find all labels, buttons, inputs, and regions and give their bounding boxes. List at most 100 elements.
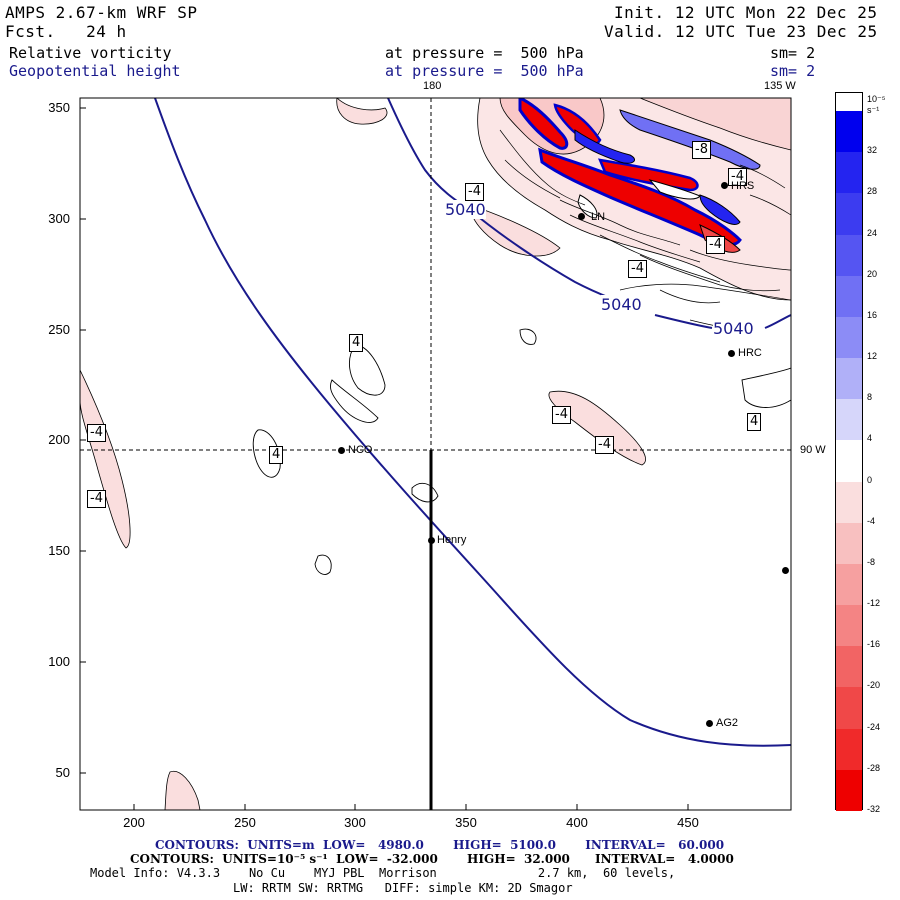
contours-vorticity-info: CONTOURS: UNITS=10⁻⁵ s⁻¹ LOW= -32.000 HI… xyxy=(130,852,734,866)
colorbar-cell xyxy=(836,522,862,564)
colorbar-cell xyxy=(836,440,862,482)
height-label: 5040 xyxy=(445,200,486,219)
colorbar-cell xyxy=(836,481,862,523)
station-marker-nco xyxy=(338,447,345,454)
colorbar-cell xyxy=(836,193,862,235)
vort-pos-loop-1 xyxy=(348,344,386,396)
meridian-label-90w: 90 W xyxy=(800,444,826,456)
x-tick-label: 400 xyxy=(566,815,588,830)
colorbar-label: -24 xyxy=(867,721,881,732)
model-info: Model Info: V4.3.3 No Cu MYJ PBL Morriso… xyxy=(90,866,676,880)
vort-pos-loop-4 xyxy=(314,554,332,575)
x-tick-label: 250 xyxy=(234,815,256,830)
colorbar-label: 20 xyxy=(867,268,878,279)
vort-pos-loop-3 xyxy=(252,429,281,478)
station-marker-hrs xyxy=(721,182,728,189)
colorbar-label: 28 xyxy=(867,186,878,197)
init-time: Init. 12 UTC Mon 22 Dec 25 xyxy=(614,3,878,22)
colorbar-label: -32 xyxy=(867,804,881,814)
y-tick-label: 150 xyxy=(48,543,70,558)
y-tick-label: 100 xyxy=(48,654,70,669)
colorbar-label: -12 xyxy=(867,598,881,609)
colorbar-label: -16 xyxy=(867,639,881,650)
colorbar-cell xyxy=(836,399,862,441)
vort-label: -4 xyxy=(595,436,614,454)
vort-label: 4 xyxy=(349,334,364,352)
colorbar-label: 8 xyxy=(867,392,873,403)
vort-label: -4 xyxy=(87,424,106,442)
vort-pos-loop-5 xyxy=(411,482,439,503)
station-label-nco: NCO xyxy=(348,444,373,456)
station-label-hrs: HRS xyxy=(731,180,755,192)
plot-frame xyxy=(79,97,792,811)
field1-name: Relative vorticity xyxy=(9,44,172,62)
height-contour-upper-a xyxy=(387,98,471,211)
colorbar-label: 12 xyxy=(867,351,878,362)
contours-height-info: CONTOURS: UNITS=m LOW= 4980.0 HIGH= 5100… xyxy=(155,838,725,852)
model-title: AMPS 2.67-km WRF SP xyxy=(5,3,198,22)
field1-smoothing: sm= 2 xyxy=(770,44,816,62)
forecast-hour: Fcst. 24 h xyxy=(5,22,127,41)
colorbar-label: 0 xyxy=(867,474,873,485)
colorbar-label: 32 xyxy=(867,145,878,156)
station-marker-edge xyxy=(782,567,789,574)
meridian-label-180: 180 xyxy=(423,80,442,92)
vort-label: -4 xyxy=(628,260,647,278)
vort-label: -4 xyxy=(87,490,106,508)
colorbar-label: -28 xyxy=(867,762,881,773)
vort-pos-loop-6 xyxy=(741,367,791,408)
station-marker-ag2 xyxy=(706,720,713,727)
vort-label: 4 xyxy=(269,446,284,464)
colorbar-cell xyxy=(836,152,862,194)
colorbar-cell xyxy=(836,358,862,400)
x-tick-label: 300 xyxy=(344,815,366,830)
station-label-ln: LN xyxy=(591,211,606,223)
station-label-ag2: AG2 xyxy=(716,717,739,729)
colorbar-label: 24 xyxy=(867,227,878,238)
height-contour-upper-c xyxy=(654,314,713,329)
height-label: 5040 xyxy=(713,319,754,338)
vort-pos-loop-2 xyxy=(329,379,379,423)
vort-label: -8 xyxy=(692,141,711,159)
colorbar xyxy=(835,92,863,811)
colorbar-label: -20 xyxy=(867,680,881,691)
vort-neg-top xyxy=(336,98,388,125)
colorbar-cell xyxy=(836,646,862,688)
field2-name: Geopotential height xyxy=(9,62,181,80)
field2-pressure: at pressure = 500 hPa xyxy=(385,62,584,80)
colorbar-cell xyxy=(836,111,862,153)
colorbar-label: 16 xyxy=(867,309,878,320)
y-tick-label: 350 xyxy=(48,100,70,115)
colorbar-label: -8 xyxy=(867,556,876,567)
x-tick-label: 450 xyxy=(677,815,699,830)
vort-pos-loop-7 xyxy=(519,328,537,345)
colorbar-cell xyxy=(836,728,862,770)
colorbar-label: -4 xyxy=(867,515,876,526)
model-info-physics: LW: RRTM SW: RRTMG DIFF: simple KM: 2D S… xyxy=(233,881,573,895)
colorbar-cell xyxy=(836,687,862,729)
valid-time: Valid. 12 UTC Tue 23 Dec 25 xyxy=(604,22,878,41)
colorbar-cell xyxy=(836,275,862,317)
colorbar-label: 4 xyxy=(867,433,873,444)
height-contour-upper-d xyxy=(764,314,791,329)
station-marker-ln xyxy=(578,213,585,220)
station-marker-henry xyxy=(428,537,435,544)
station-label-henry: Henry xyxy=(437,534,467,546)
field1-pressure: at pressure = 500 hPa xyxy=(385,44,584,62)
station-marker-hrc xyxy=(728,350,735,357)
y-tick-label: 250 xyxy=(48,322,70,337)
y-tick-label: 50 xyxy=(55,765,70,780)
x-tick-label: 200 xyxy=(123,815,145,830)
height-contour-main xyxy=(154,98,791,747)
vort-label: -4 xyxy=(728,168,747,186)
field2-smoothing: sm= 2 xyxy=(770,62,816,80)
station-label-hrc: HRC xyxy=(738,347,762,359)
vort-neg-upper xyxy=(469,204,561,257)
y-tick-label: 200 xyxy=(48,432,70,447)
colorbar-cell xyxy=(836,769,862,811)
axis-ticks xyxy=(80,107,689,810)
height-label: 5040 xyxy=(601,295,642,314)
colorbar-cell xyxy=(836,563,862,606)
vort-label: 4 xyxy=(747,413,762,431)
